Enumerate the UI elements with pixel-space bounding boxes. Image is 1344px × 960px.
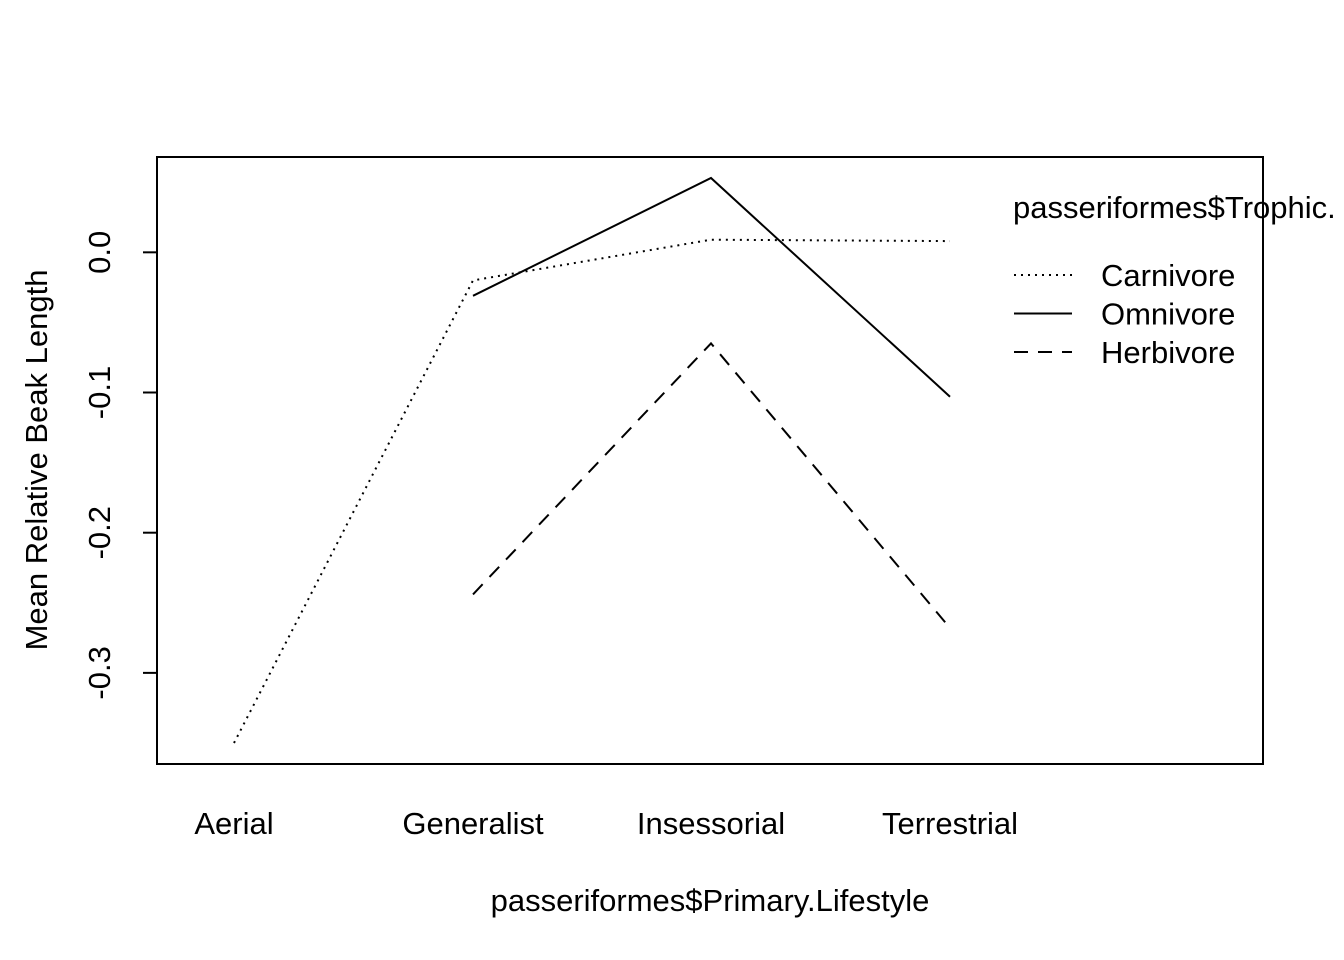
- series-line-omnivore: [472, 176, 951, 398]
- legend-item-label: Carnivore: [1101, 258, 1235, 293]
- y-axis: 0.0 -0.1 -0.2 -0.3: [82, 231, 158, 700]
- x-axis: Aerial Generalist Insessorial Terrestrial: [194, 806, 1018, 841]
- legend-item: Omnivore: [1014, 297, 1235, 332]
- x-tick-label: Terrestrial: [882, 806, 1018, 841]
- plot-frame: [156, 156, 1264, 765]
- x-axis-title: passeriformes$Primary.Lifestyle: [491, 883, 930, 918]
- series-layer: [233, 176, 951, 744]
- series-line-herbivore: [472, 341, 951, 629]
- y-tick-label: -0.2: [82, 506, 117, 559]
- legend-title: passeriformes$Trophic.: [1013, 190, 1336, 225]
- legend-item-label: Herbivore: [1101, 335, 1235, 370]
- legend-item-label: Omnivore: [1101, 297, 1235, 332]
- legend-item: Herbivore: [1014, 335, 1235, 370]
- legend: passeriformes$Trophic. Carnivore Omnivore…: [1013, 190, 1336, 370]
- y-tick-label: -0.1: [82, 366, 117, 419]
- y-tick-label: 0.0: [82, 231, 117, 274]
- x-tick-label: Insessorial: [637, 806, 785, 841]
- y-axis-title: Mean Relative Beak Length: [19, 270, 54, 651]
- legend-item: Carnivore: [1014, 258, 1235, 293]
- y-tick-label: -0.3: [82, 646, 117, 699]
- series-line-carnivore: [233, 238, 951, 744]
- x-tick-label: Aerial: [194, 806, 273, 841]
- x-tick-label: Generalist: [402, 806, 544, 841]
